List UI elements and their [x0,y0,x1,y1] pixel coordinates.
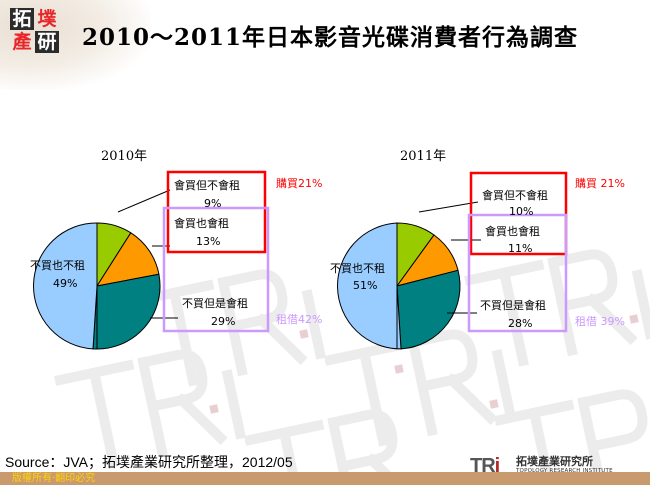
rent-group-label-2010: 租借42% [276,313,322,326]
page-title: 2010～2011年日本影音光碟消費者行為調查 [82,24,579,51]
pie-chart-2011: 2011年 會買但不會租 10% 會買也會租 11% 不買但是會租 28% 不買… [330,149,625,350]
copyright-notice: 版權所有‧翻印必究 [12,473,96,484]
rent-group-box-2011 [467,213,568,333]
source-citation: Source：JVA；拓墣產業研究所整理，2012/05 [5,454,293,470]
pct-buy-and-rent-2010: 13% [196,235,220,248]
label-buy-and-rent-2010: 會買也會租 [174,216,229,230]
slice-rent-only-2010 [92,273,161,350]
footer-bar: 版權所有‧翻印必究 [0,472,650,485]
pct-buy-only-2010: 9% [204,197,221,210]
slice-rent-only-2011 [396,269,461,350]
label-neither-2011: 不買也不租 [330,262,385,275]
rent-group-label-2011: 租借 39% [575,315,625,328]
label-buy-only-2010: 會買但不會租 [174,178,240,192]
pct-rent-only-2010: 29% [211,315,235,328]
pct-buy-only-2011: 10% [509,205,533,218]
logo-char: 產 [12,31,32,53]
chart-title-2011: 2011年 [400,149,446,164]
label-rent-only-2010: 不買但是會租 [182,296,248,310]
label-neither-2010: 不買也不租 [30,259,85,272]
org-name-cn: 拓墣產業研究所 [516,455,593,468]
tri-mark-icon: TRi [470,455,500,477]
pct-buy-and-rent-2011: 11% [508,242,532,255]
brand-logo: 拓 墣 產 研 [10,8,60,54]
label-rent-only-2011: 不買但是會租 [480,298,546,312]
pie-chart-2010: 2010年 會買但不會租 9% 會買也會租 13% 不買但是會租 29% 不買也… [30,149,322,350]
chart-title-2010: 2010年 [101,149,147,164]
logo-char: 墣 [37,8,57,30]
rent-group-box-2010 [162,206,270,333]
pct-neither-2011: 51% [353,279,377,292]
buy-group-box-2010 [166,170,267,254]
pct-neither-2010: 49% [53,277,77,290]
buy-group-label-2010: 購買21% [276,176,322,190]
label-buy-and-rent-2011: 會買也會租 [485,224,540,238]
org-name-en: TOPOLOGY RESEARCH INSTITUTE [516,468,613,474]
logo-char: 研 [35,31,59,53]
buy-group-label-2011: 購買 21% [575,176,625,190]
slice-neither-2011 [337,222,402,350]
tri-institute-logo: TRi 拓墣產業研究所 TOPOLOGY RESEARCH INSTITUTE [470,455,640,477]
pct-rent-only-2011: 28% [508,317,532,330]
logo-char: 拓 [10,8,34,30]
buy-group-box-2011 [469,171,568,256]
slice-neither-2010 [33,222,98,350]
label-buy-only-2011: 會買但不會租 [482,188,548,202]
